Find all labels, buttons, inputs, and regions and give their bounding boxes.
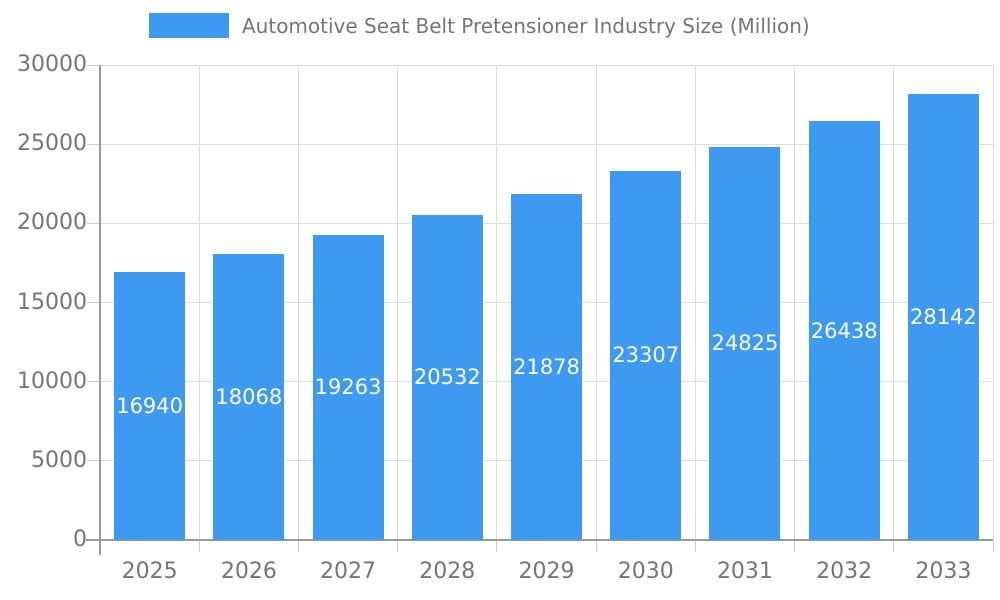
x-axis-tick-label: 2033 bbox=[915, 559, 972, 584]
bar-2033[interactable]: 28142 bbox=[907, 94, 979, 540]
x-axis-tick-mark bbox=[496, 540, 498, 552]
gridline-vertical bbox=[397, 65, 399, 540]
bar-value-label: 28142 bbox=[909, 305, 977, 330]
bar-value-label: 19263 bbox=[314, 375, 382, 400]
bar-2027[interactable]: 19263 bbox=[312, 235, 384, 540]
bar-2029[interactable]: 21878 bbox=[511, 193, 582, 540]
bar-value-label: 16940 bbox=[116, 393, 184, 418]
bar-value-label: 26438 bbox=[810, 318, 878, 343]
bar-2025[interactable]: 16940 bbox=[114, 271, 186, 540]
x-axis-tick-mark bbox=[397, 540, 399, 552]
x-axis-tick-label: 2026 bbox=[220, 559, 277, 584]
x-axis-tick-mark bbox=[297, 540, 299, 552]
legend-label: Automotive Seat Belt Pretensioner Indust… bbox=[242, 13, 810, 38]
gridline-vertical bbox=[694, 65, 696, 540]
y-axis-tick-label: 5000 bbox=[31, 447, 87, 473]
gridline-vertical bbox=[496, 65, 498, 540]
y-axis-tick-mark bbox=[87, 143, 100, 145]
y-axis-line bbox=[99, 65, 101, 555]
gridline-vertical bbox=[992, 65, 994, 540]
gridline-vertical bbox=[297, 65, 299, 540]
bar-2032[interactable]: 26438 bbox=[808, 121, 880, 540]
legend-item[interactable]: Automotive Seat Belt Pretensioner Indust… bbox=[149, 13, 810, 38]
y-axis-tick-mark bbox=[87, 460, 100, 462]
y-axis-tick-mark bbox=[87, 222, 100, 224]
x-axis-tick-label: 2030 bbox=[617, 559, 674, 584]
y-axis-tick-label: 20000 bbox=[17, 210, 87, 236]
bar-value-label: 20532 bbox=[413, 365, 481, 390]
x-axis-tick-mark bbox=[198, 540, 200, 552]
x-axis-tick-label: 2032 bbox=[816, 559, 873, 584]
x-axis-tick-label: 2029 bbox=[518, 559, 575, 584]
gridline-vertical bbox=[893, 65, 895, 540]
gridline-vertical bbox=[198, 65, 200, 540]
x-axis-tick-label: 2025 bbox=[121, 559, 178, 584]
y-axis-tick-mark bbox=[87, 64, 100, 66]
x-axis-tick-mark bbox=[595, 540, 597, 552]
x-axis-tick-label: 2031 bbox=[716, 559, 773, 584]
gridline-vertical bbox=[794, 65, 796, 540]
x-axis-tick-mark bbox=[992, 540, 994, 552]
y-axis-tick-mark bbox=[87, 302, 100, 303]
y-axis-tick-label: 15000 bbox=[17, 289, 87, 315]
bar-2028[interactable]: 20532 bbox=[411, 214, 483, 540]
bar-value-label: 21878 bbox=[513, 354, 580, 379]
x-axis-tick-label: 2028 bbox=[419, 559, 476, 584]
x-axis-tick-mark bbox=[794, 540, 796, 552]
y-axis-tick-mark bbox=[87, 381, 100, 383]
x-axis-tick-mark bbox=[694, 540, 696, 552]
bar-value-label: 24825 bbox=[711, 331, 779, 356]
bar-value-label: 23307 bbox=[612, 343, 680, 368]
y-axis-tick-label: 10000 bbox=[17, 368, 87, 394]
bar-2030[interactable]: 23307 bbox=[610, 170, 682, 540]
x-axis-tick-mark bbox=[893, 540, 895, 552]
bar-value-label: 18068 bbox=[215, 384, 283, 409]
bar-2026[interactable]: 18068 bbox=[213, 253, 285, 540]
gridline-vertical bbox=[595, 65, 597, 540]
gridline-horizontal bbox=[100, 64, 993, 66]
gridline-horizontal bbox=[100, 143, 993, 145]
x-axis-tick-label: 2027 bbox=[320, 559, 377, 584]
y-axis-tick-label: 0 bbox=[73, 527, 87, 552]
y-axis-tick-label: 25000 bbox=[17, 131, 87, 157]
bar-2031[interactable]: 24825 bbox=[709, 146, 781, 540]
legend-swatch bbox=[149, 13, 229, 38]
x-axis-line bbox=[86, 539, 993, 541]
y-axis-tick-label: 30000 bbox=[17, 52, 87, 77]
